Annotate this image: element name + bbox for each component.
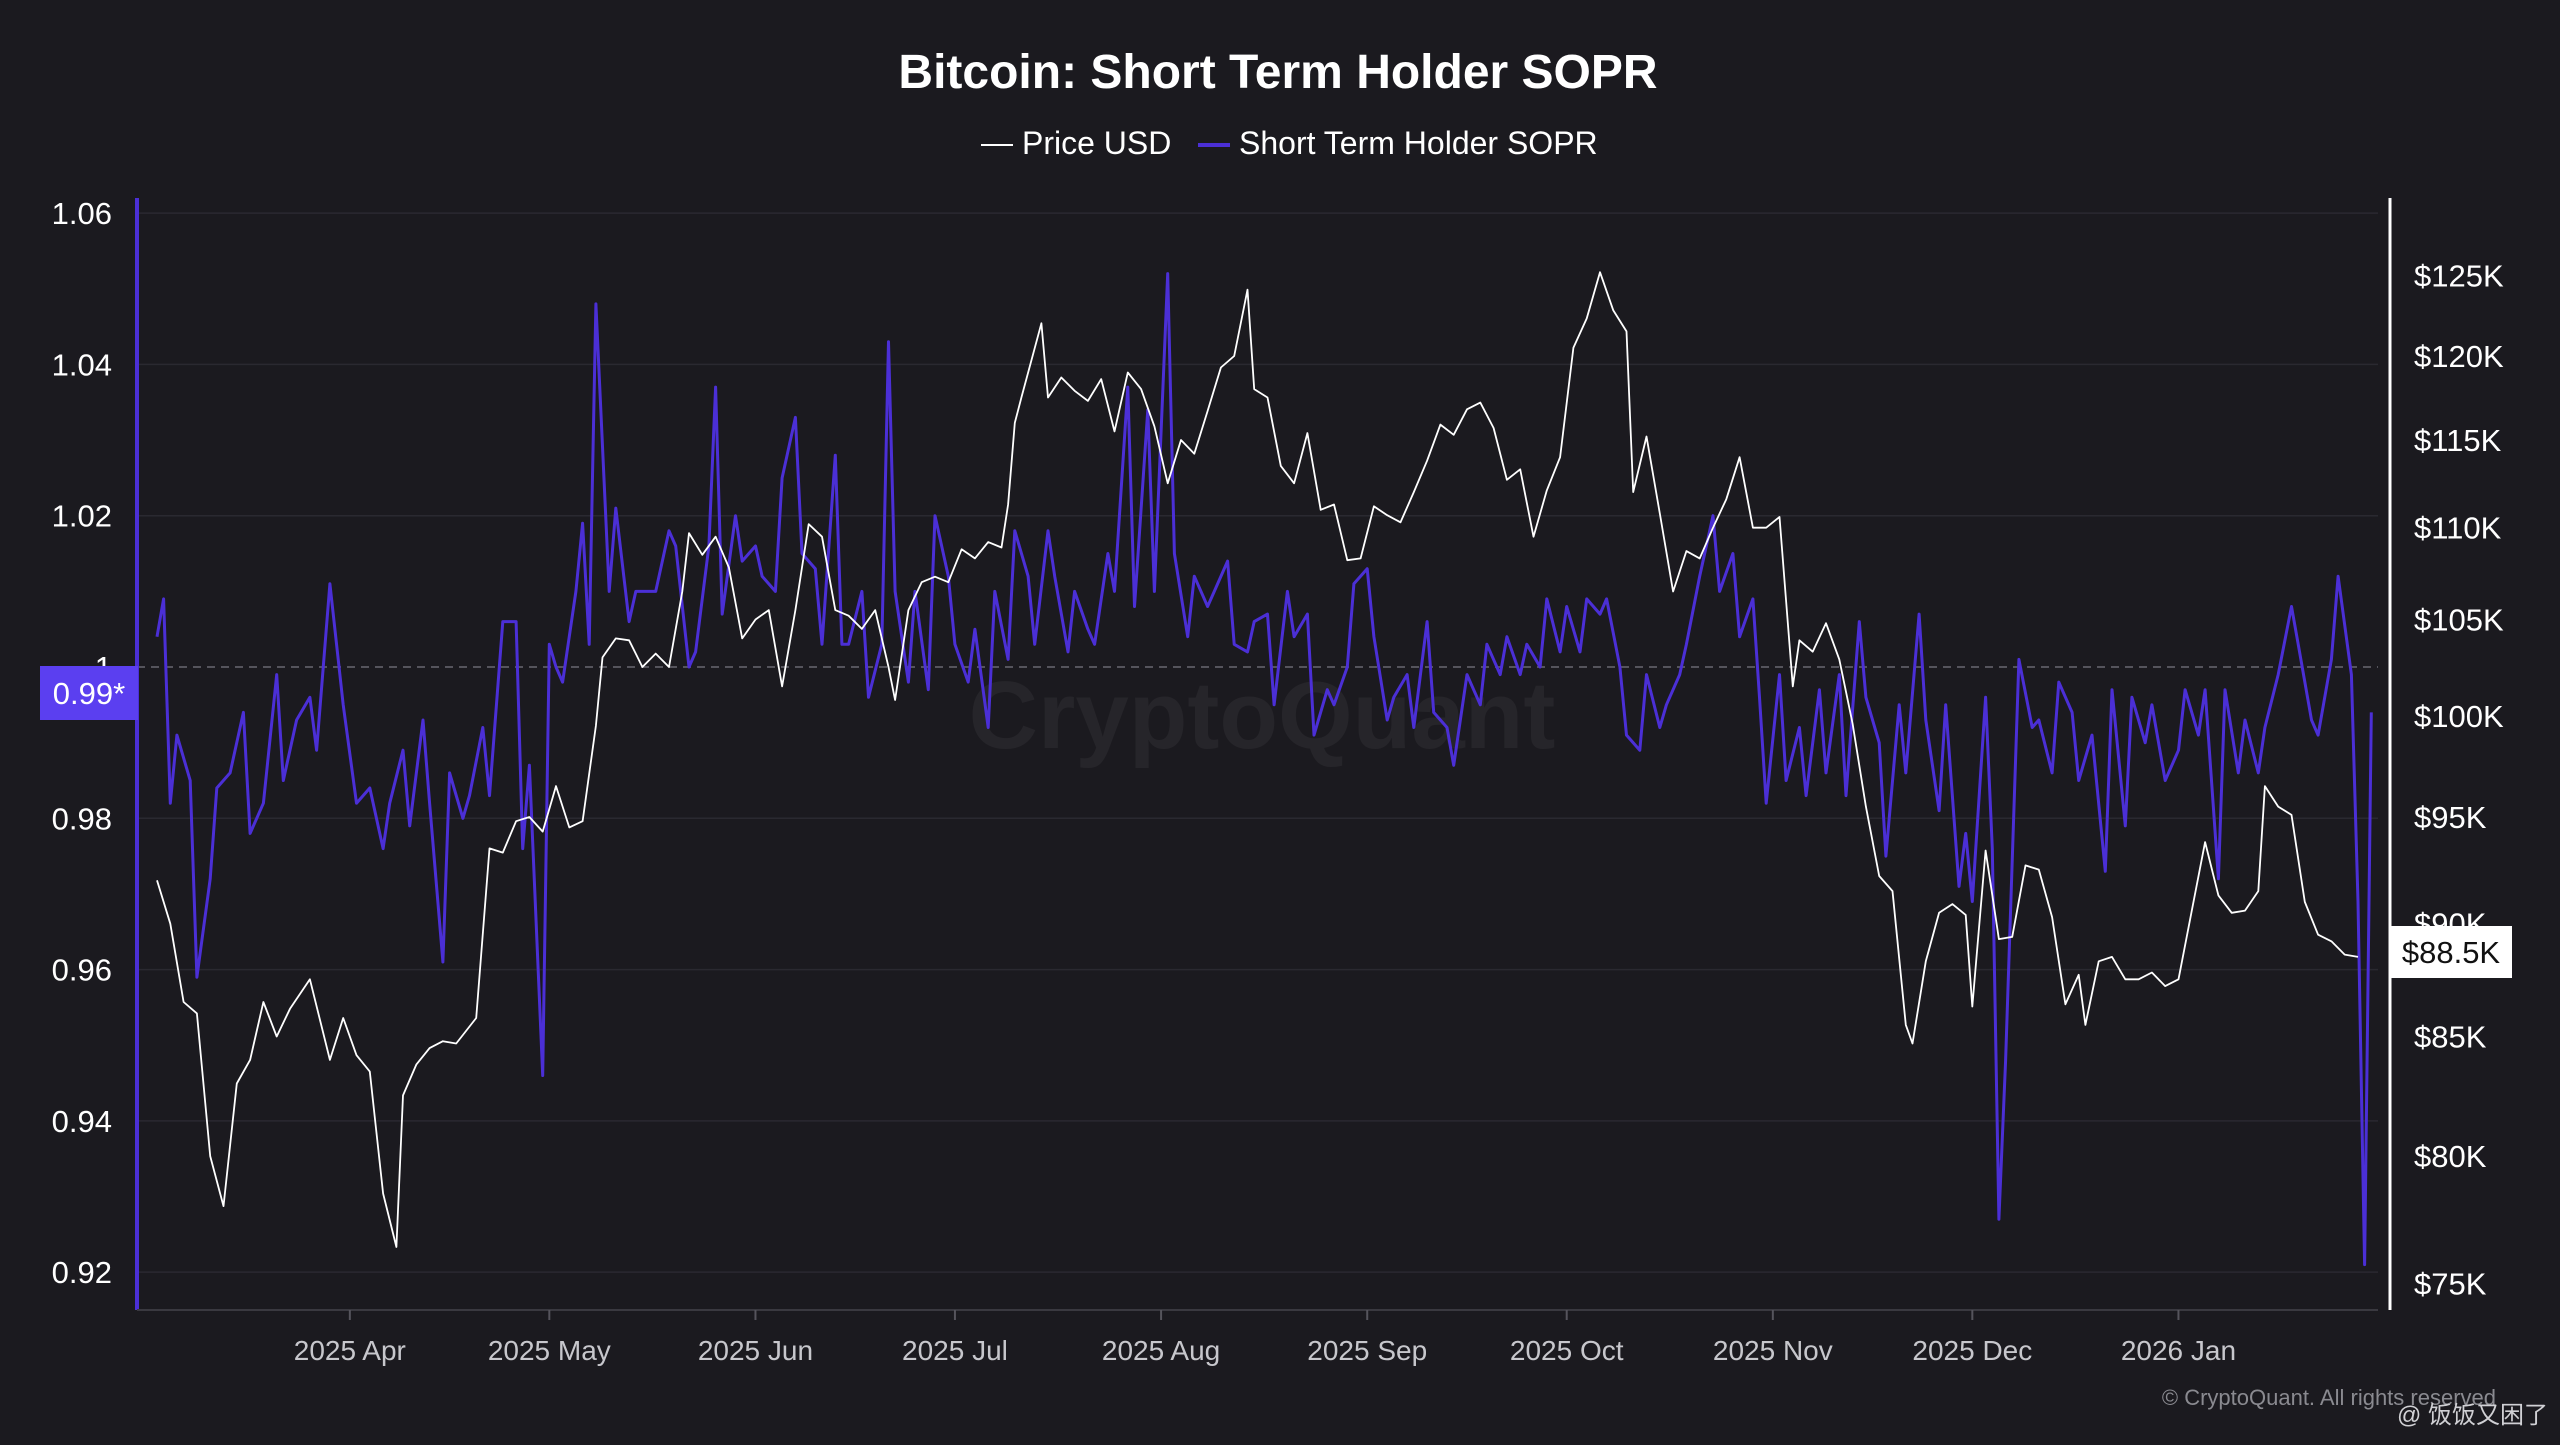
x-tick-label: 2025 Jun [698, 1335, 813, 1366]
price-current-badge: $88.5K [2390, 926, 2512, 978]
y-right-tick-label: $80K [2414, 1139, 2487, 1174]
x-tick-label: 2025 Apr [294, 1335, 406, 1366]
y-left-tick-label: 0.92 [52, 1255, 112, 1290]
watermark-text: CryptoQuant [969, 662, 1556, 769]
x-tick-label: 2025 Sep [1307, 1335, 1427, 1366]
y-right-tick-label: $85K [2414, 1020, 2487, 1055]
x-tick-label: 2025 May [488, 1335, 611, 1366]
x-tick-label: 2026 Jan [2121, 1335, 2236, 1366]
y-left-tick-label: 0.94 [52, 1104, 112, 1139]
chart-title: Bitcoin: Short Term Holder SOPR [898, 46, 1657, 99]
y-left-tick-label: 1.04 [52, 347, 112, 382]
y-right-tick-label: $115K [2414, 423, 2502, 458]
y-left-tick-label: 1.06 [52, 196, 112, 231]
y-right-tick-label: $110K [2414, 511, 2502, 546]
sopr-line [155, 272, 2373, 1267]
y-right-tick-label: $75K [2414, 1267, 2487, 1302]
y-right-tick-label: $95K [2414, 800, 2487, 835]
copyright-text: © CryptoQuant. All rights reserved [2162, 1385, 2496, 1410]
sopr-current-badge: 0.99* [40, 666, 138, 720]
legend: Price USD Short Term Holder SOPR [981, 125, 1598, 161]
y-left-tick-label: 0.96 [52, 953, 112, 988]
price-current-label: $88.5K [2402, 935, 2501, 970]
y-right-tick-label: $105K [2414, 602, 2504, 637]
y-left-tick-label: 0.98 [52, 801, 112, 836]
x-tick-label: 2025 Aug [1102, 1335, 1220, 1366]
x-tick-label: 2025 Nov [1713, 1335, 1833, 1366]
x-tick-label: 2025 Jul [902, 1335, 1008, 1366]
legend-sopr-label: Short Term Holder SOPR [1239, 125, 1598, 161]
axes-layer [135, 198, 2392, 1320]
y-right-tick-label: $120K [2414, 339, 2504, 374]
y-left-tick-label: 1.02 [52, 499, 112, 534]
series-layer [155, 271, 2373, 1267]
x-tick-label: 2025 Dec [1912, 1335, 2032, 1366]
legend-price-label: Price USD [1022, 125, 1171, 161]
price-usd-line [156, 271, 2359, 1248]
sopr-current-label: 0.99* [53, 676, 125, 711]
y-right-tick-label: $125K [2414, 258, 2504, 293]
y-right-tick-label: $100K [2414, 699, 2504, 734]
x-tick-label: 2025 Oct [1510, 1335, 1624, 1366]
user-tag: @ 饭饭又困了 [2397, 1402, 2548, 1429]
